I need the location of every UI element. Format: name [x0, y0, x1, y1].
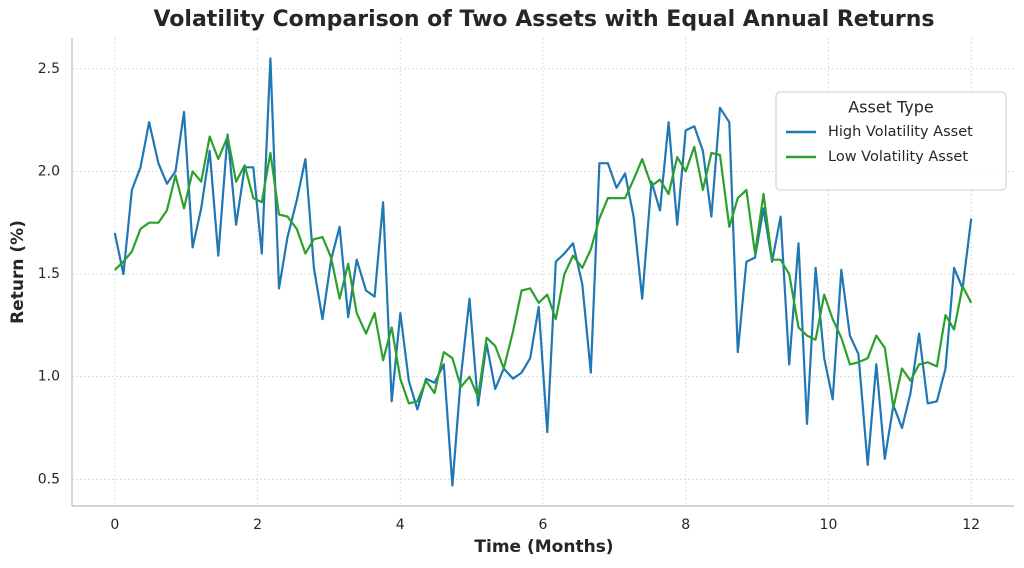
legend-label: High Volatility Asset — [828, 124, 973, 140]
legend-box — [775, 91, 1007, 191]
x-tick-label: 8 — [681, 517, 690, 533]
x-tick-label: 2 — [253, 517, 262, 533]
x-tick-label: 6 — [539, 517, 548, 533]
x-tick-label: 12 — [962, 517, 980, 533]
series-line — [114, 135, 973, 409]
y-axis-label: Return (%) — [8, 220, 28, 324]
y-tick-label: 1.5 — [38, 266, 60, 282]
legend-title: Asset Type — [848, 98, 934, 117]
x-axis-label: Time (Months) — [474, 537, 613, 557]
legend-label: Low Volatility Asset — [828, 149, 968, 165]
y-tick-label: 2.5 — [38, 61, 60, 77]
y-tick-label: 0.5 — [38, 471, 60, 487]
series-line — [113, 57, 973, 487]
x-tick-label: 0 — [110, 517, 119, 533]
chart-title: Volatility Comparison of Two Assets with… — [153, 7, 934, 32]
x-tick-label: 10 — [820, 517, 838, 533]
y-tick-label: 2.0 — [38, 163, 60, 179]
x-tick-label: 4 — [396, 517, 405, 533]
y-tick-label: 1.0 — [38, 369, 60, 385]
